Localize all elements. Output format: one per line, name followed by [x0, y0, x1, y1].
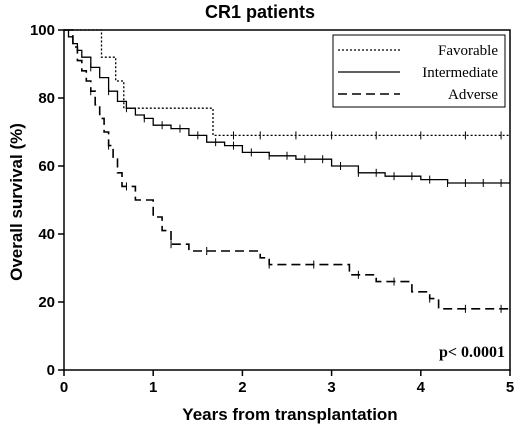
x-tick-label-0: 0 — [60, 379, 68, 396]
series-line-adverse — [64, 29, 510, 310]
x-tick-label-2: 2 — [238, 379, 246, 396]
legend-label-favorable: Favorable — [438, 43, 498, 59]
x-tick-label-4: 4 — [417, 379, 426, 396]
chart-title: CR1 patients — [205, 2, 315, 22]
x-tick-label-3: 3 — [327, 379, 335, 396]
y-tick-label-2: 40 — [38, 226, 55, 243]
legend-label-intermediate: Intermediate — [422, 65, 498, 81]
y-tick-label-4: 80 — [38, 90, 55, 107]
y-tick-label-1: 20 — [38, 294, 55, 311]
x-tick-label-5: 5 — [506, 379, 514, 396]
y-tick-label-0: 0 — [47, 362, 55, 379]
series-group — [64, 29, 510, 313]
legend-box — [332, 34, 506, 108]
legend: Favorable Intermediate Adverse — [332, 34, 506, 108]
p-value-annotation: p< 0.0001 — [439, 344, 505, 361]
x-tick-label-1: 1 — [149, 379, 157, 396]
x-axis-label: Years from transplantation — [182, 405, 397, 424]
y-tick-label-3: 60 — [38, 158, 55, 175]
series-line-favorable — [64, 29, 510, 137]
legend-label-adverse: Adverse — [448, 87, 498, 103]
axis-ticks: 0 1 2 3 4 5 0 20 40 60 80 100 — [30, 22, 514, 396]
plot-frame — [63, 29, 511, 371]
y-tick-label-5: 100 — [30, 22, 55, 39]
y-axis-label: Overall survival (%) — [7, 123, 26, 281]
